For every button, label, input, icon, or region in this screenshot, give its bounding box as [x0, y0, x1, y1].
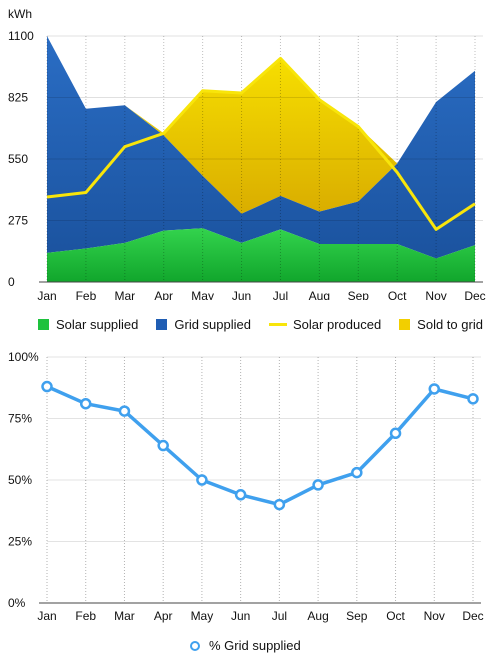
x-tick-label-oct: Oct	[388, 289, 407, 300]
x-tick-label2-may: May	[191, 609, 214, 623]
x-tick-label-sep: Sep	[348, 289, 370, 300]
legend-marker-grid-percent	[190, 640, 200, 651]
legend-label-solar-supplied: Solar supplied	[56, 317, 139, 332]
x-tick-label2-oct: Oct	[386, 609, 405, 623]
energy-area-chart: kWh 0 275 550 825 1100 Jan Feb Mar Apr May Jun Jul A…	[8, 7, 486, 300]
x-tick-label-feb: Feb	[76, 289, 97, 300]
point-grid-percent-may	[196, 474, 208, 486]
legend-label-solar-produced: Solar produced	[293, 317, 382, 332]
y-axis-unit-label: kWh	[8, 7, 32, 21]
legend-item-solar-produced[interactable]: Solar produced	[269, 317, 381, 332]
x-tick-label-mar: Mar	[114, 289, 135, 300]
legend-swatch-solar-supplied	[38, 319, 49, 330]
point-grid-percent-oct	[389, 427, 402, 440]
x-tick-label2-jun: Jun	[231, 609, 250, 623]
point-grid-percent-aug	[312, 479, 324, 491]
x-tick-label2-feb: Feb	[75, 609, 96, 623]
legend-item-grid-percent[interactable]: % Grid supplied	[190, 638, 301, 653]
x-tick-label-may: May	[191, 289, 214, 300]
x-tick-label2-sep: Sep	[346, 609, 368, 623]
x-tick-label2-aug: Aug	[307, 609, 328, 623]
y-tick-label2-1: 25%	[8, 535, 32, 549]
legend-label-sold-to-grid: Sold to grid	[417, 317, 483, 332]
legend-label-grid-percent: % Grid supplied	[209, 638, 301, 653]
area-solar-supplied	[47, 228, 475, 282]
legend-swatch-sold-to-grid	[399, 319, 411, 330]
x-tick-label2-nov: Nov	[424, 609, 445, 623]
legend-chart2: % Grid supplied	[190, 638, 301, 653]
legend-swatch-solar-produced	[269, 323, 287, 326]
y-tick-label-550: 550	[8, 152, 28, 166]
x-tick-label-nov: Nov	[425, 289, 446, 300]
point-grid-percent-jan	[41, 380, 53, 393]
y-tick-label2-0: 0%	[8, 596, 26, 610]
legend-chart1: Solar supplied Grid supplied Solar produ…	[38, 317, 483, 332]
x-tick-label2-jan: Jan	[37, 609, 56, 623]
x-tick-label-jan: Jan	[37, 289, 56, 300]
x-tick-label2-jul: Jul	[272, 609, 287, 623]
line-grid-percent	[46, 384, 474, 507]
area-grid-supplied	[47, 36, 475, 259]
point-grid-percent-jun	[234, 489, 247, 501]
y-tick-label2-4: 100%	[8, 350, 39, 364]
legend-item-sold-to-grid[interactable]: Sold to grid	[399, 317, 483, 332]
point-grid-percent-apr	[157, 439, 169, 452]
line-solar-produced	[46, 56, 476, 231]
y-tick-label-0: 0	[8, 275, 15, 289]
x-tick-label2-mar: Mar	[114, 609, 135, 623]
point-grid-percent-dec	[467, 393, 479, 405]
grid-percentage-line-chart: 0% 25% 50% 75% 100% Jan Feb Mar Apr May Jun Jul Aug S…	[8, 350, 484, 623]
legend-item-solar-supplied[interactable]: Solar supplied	[38, 317, 138, 332]
legend-label-grid-supplied: Grid supplied	[174, 317, 251, 332]
x-tick-label-aug: Aug	[309, 289, 330, 300]
y-tick-label-825: 825	[8, 91, 28, 105]
legend-item-grid-supplied[interactable]: Grid supplied	[156, 317, 251, 332]
x-tick-label2-dec: Dec	[462, 609, 483, 623]
x-tick-label2-apr: Apr	[154, 609, 173, 623]
x-tick-label-dec: Dec	[464, 289, 485, 300]
point-grid-percent-feb	[79, 397, 92, 410]
point-grid-percent-jul	[273, 498, 286, 511]
point-grid-percent-nov	[428, 383, 441, 395]
area-sold-to-grid	[47, 36, 475, 214]
y-tick-label-1100: 1100	[8, 29, 34, 43]
legend-swatch-grid-supplied	[156, 319, 168, 330]
point-grid-percent-mar	[118, 405, 131, 417]
x-tick-label-jul: Jul	[273, 289, 288, 300]
x-tick-label-jun: Jun	[232, 289, 251, 300]
x-tick-label-apr: Apr	[154, 289, 173, 300]
y-tick-label2-2: 50%	[8, 473, 32, 487]
y-tick-label2-3: 75%	[8, 412, 32, 426]
y-tick-label-275: 275	[8, 214, 28, 228]
point-grid-percent-sep	[351, 466, 363, 479]
